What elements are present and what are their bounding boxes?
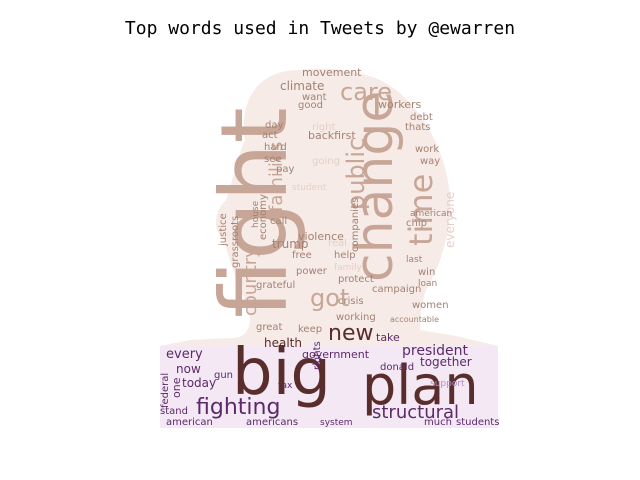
cloud-word: students — [456, 417, 499, 428]
cloud-word: pay — [276, 164, 294, 175]
cloud-word: rights — [312, 341, 323, 370]
cloud-word: thats — [405, 122, 431, 133]
cloud-word: last — [406, 255, 423, 265]
cloud-word: today — [182, 376, 216, 390]
cloud-word: keep — [298, 324, 322, 335]
cloud-word: grassroots — [230, 216, 241, 268]
cloud-word: gun — [214, 370, 233, 381]
cloud-word: workers — [378, 98, 422, 111]
cloud-word: big — [232, 336, 331, 410]
cloud-word: day — [265, 120, 283, 131]
cloud-word: fight — [201, 107, 308, 318]
cloud-word: companies — [350, 198, 361, 252]
cloud-word: one — [170, 377, 183, 398]
cloud-word: got — [310, 284, 349, 312]
cloud-word: crisis — [338, 296, 364, 307]
cloud-word: time — [402, 174, 440, 246]
cloud-word: together — [420, 355, 472, 369]
cloud-word: free — [292, 250, 312, 261]
cloud-word: public — [342, 138, 370, 210]
cloud-word: economy — [258, 194, 269, 240]
cloud-word: health — [264, 336, 302, 350]
cloud-word: president — [402, 343, 469, 359]
cloud-word: plan — [362, 354, 479, 417]
cloud-word: climate — [280, 79, 324, 93]
cloud-word: working — [336, 312, 376, 323]
cloud-word: government — [302, 348, 370, 361]
cloud-word: support — [430, 379, 465, 389]
chart-title: Top words used in Tweets by @ewarren — [124, 18, 516, 39]
cloud-word: call — [270, 216, 287, 227]
cloud-word: backfirst — [308, 129, 356, 142]
cloud-word: grateful — [256, 280, 295, 291]
cloud-word: protect — [338, 274, 374, 285]
cloud-word: want — [302, 92, 327, 103]
cloud-word: see — [264, 154, 282, 165]
cloud-word: help — [334, 250, 356, 261]
cloud-word: american — [410, 209, 452, 219]
cloud-word: system — [320, 418, 353, 428]
cloud-word: families — [266, 142, 287, 212]
cloud-word: family — [334, 263, 362, 273]
cloud-word: house — [251, 200, 261, 228]
cloud-word: justice — [218, 213, 229, 247]
cloud-word: violence — [298, 230, 344, 243]
cloud-word: much — [424, 417, 452, 428]
cloud-word: act — [262, 130, 278, 141]
cloud-word: movement — [302, 66, 362, 79]
silhouette-shape — [160, 68, 498, 428]
cloud-word: federal — [160, 373, 171, 408]
cloud-word: great — [256, 322, 283, 333]
cloud-word: power — [296, 266, 328, 277]
cloud-word: fighting — [196, 395, 280, 420]
cloud-word: accountable — [390, 315, 439, 324]
cloud-word: real — [328, 238, 347, 249]
cloud-word: good — [298, 100, 323, 111]
cloud-word: going — [312, 156, 340, 167]
cloud-word: new — [328, 321, 373, 346]
cloud-word: take — [376, 331, 400, 344]
cloud-word: debt — [410, 112, 433, 123]
cloud-word: care — [340, 78, 392, 106]
cloud-word: work — [415, 144, 439, 155]
cloud-word: structural — [372, 402, 459, 423]
cloud-word: right — [312, 122, 336, 133]
cloud-word: win — [418, 267, 435, 278]
cloud-word: student — [292, 183, 327, 193]
cloud-word: american — [166, 417, 213, 428]
head-silhouette-background — [160, 68, 498, 428]
cloud-word: every — [166, 347, 203, 362]
cloud-word: donald — [380, 362, 414, 373]
cloud-word: country — [240, 247, 261, 316]
cloud-word: tax — [278, 381, 293, 391]
cloud-word: way — [420, 156, 440, 167]
cloud-word: trump — [272, 237, 309, 251]
cloud-word: chip — [406, 218, 427, 229]
cloud-word: campaign — [372, 284, 421, 295]
cloud-word: change — [345, 91, 405, 282]
cloud-word: loan — [418, 279, 437, 289]
cloud-word: americans — [246, 417, 298, 428]
cloud-word: women — [412, 300, 449, 311]
cloud-word: hard — [264, 142, 287, 153]
cloud-word: everyone — [443, 192, 457, 248]
cloud-word: stand — [160, 406, 188, 417]
shoulders-shape — [160, 346, 498, 428]
cloud-word: now — [176, 362, 201, 376]
